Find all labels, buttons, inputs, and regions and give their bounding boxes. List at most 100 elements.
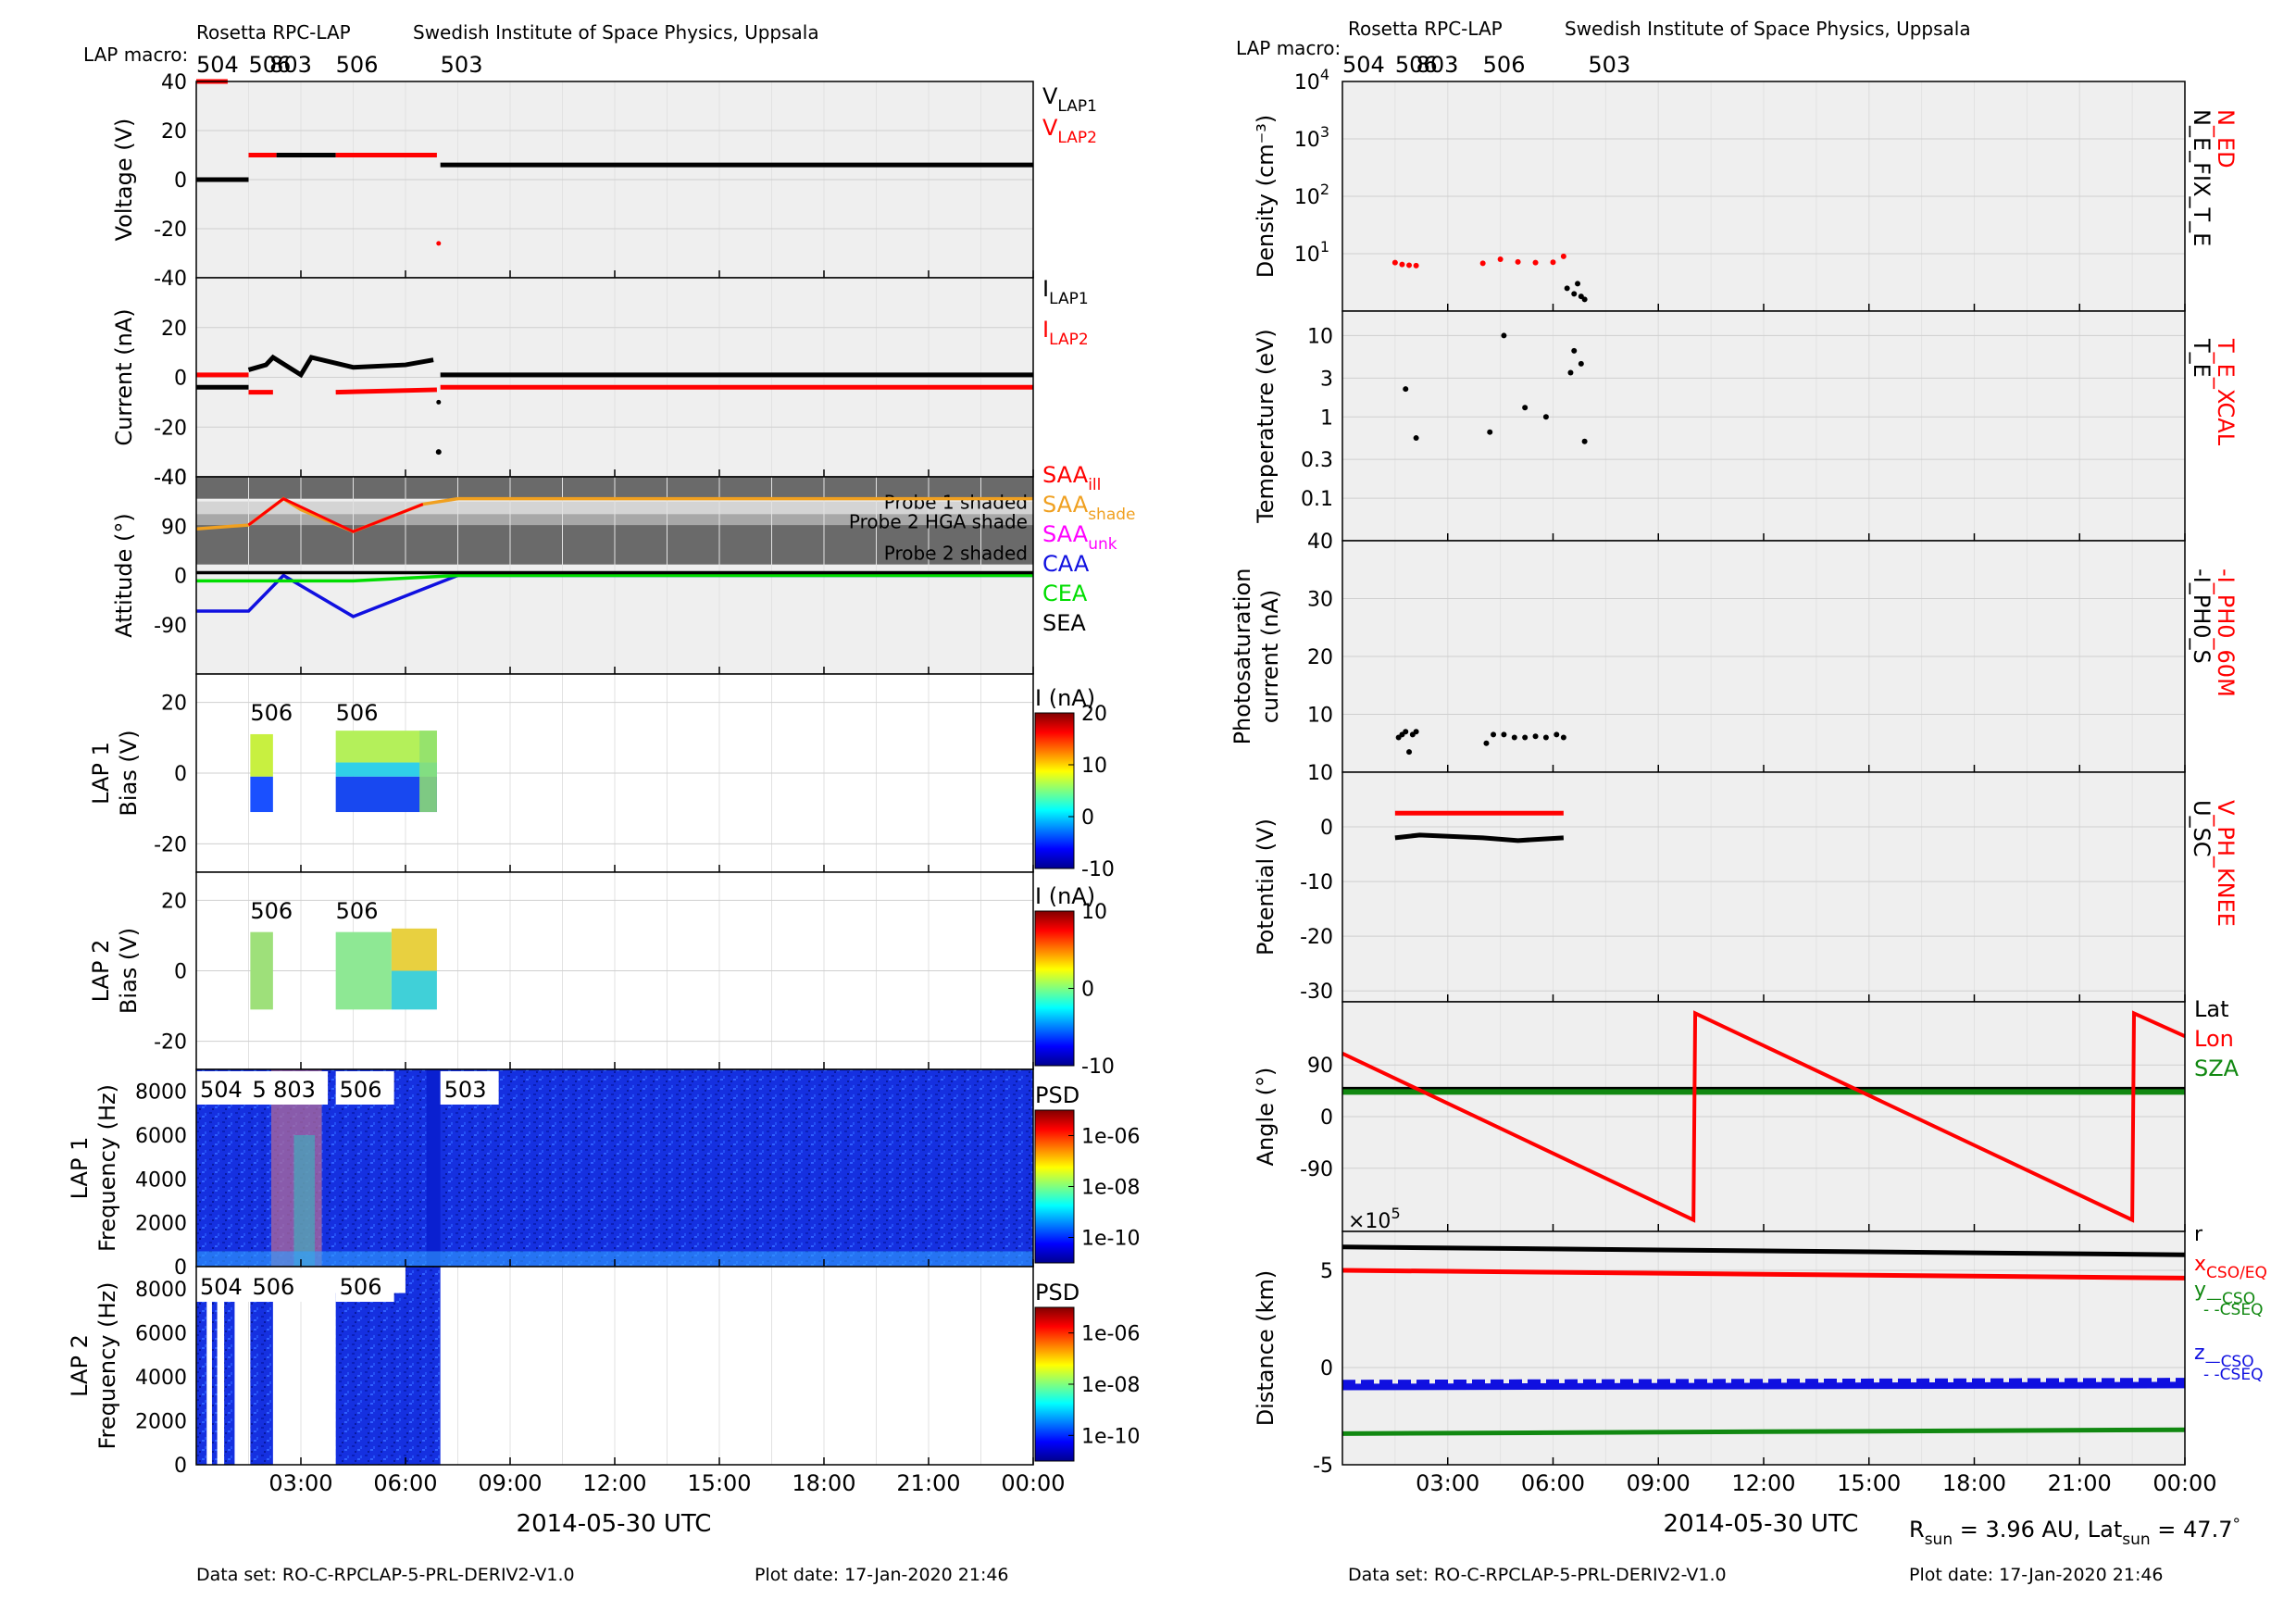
saa-ill-line — [247, 496, 424, 533]
shade-label: Probe 1 shaded — [884, 492, 1028, 514]
x-tick-label: 06:00 — [373, 1470, 437, 1496]
data-point-T_E — [1542, 414, 1549, 420]
legend-entry: T_E_XCAL — [2213, 338, 2239, 446]
data-point-N_ED — [1532, 259, 1539, 266]
y-tick-label: 0 — [174, 566, 187, 589]
colorbar — [1034, 1109, 1075, 1264]
legend-entry: -I_PH0_60M — [2213, 568, 2239, 697]
y-tick-label: 0 — [174, 169, 187, 193]
x-tick-label: 00:00 — [2152, 1470, 2216, 1496]
y-tick-label: 6000 — [135, 1322, 187, 1345]
macro-label: 506 — [336, 898, 379, 924]
lap1-spectrogram-panel: 504 5 803 506 503 0 2000 4000 6000 8000 LAP 1 Frequ… — [67, 1068, 1140, 1280]
tick-base: 10 — [1294, 129, 1320, 152]
macro-label: 803 — [269, 52, 312, 78]
y-tick-label: 0 — [1320, 1106, 1333, 1130]
colorbar-tick-label: -10 — [1081, 1056, 1115, 1079]
tick-exponent: 1 — [1320, 238, 1329, 256]
y-tick-label: 0 — [174, 1256, 187, 1280]
y-tick-label: -10 — [1300, 871, 1333, 894]
x-tick-label: 21:00 — [896, 1470, 960, 1496]
legend-entry: -I_PH0_S — [2189, 568, 2215, 664]
rsun-symbol: R — [1909, 1517, 1925, 1543]
colorbar-tick-label: 20 — [1081, 703, 1107, 726]
macro-label: 506 — [250, 898, 293, 924]
colorbar-tick-label: 10 — [1081, 901, 1107, 924]
heatmap-cell — [250, 931, 273, 1010]
y-tick-label: 90 — [161, 516, 187, 539]
data-point-N_E_FIX_T_E — [1564, 285, 1570, 292]
data-point--I_PH0_S — [1413, 729, 1419, 735]
data-point-T_E — [1413, 435, 1419, 442]
y-tick-label: 8000 — [135, 1081, 187, 1105]
macro-label: 506 — [336, 700, 379, 726]
y-tick-label: -40 — [154, 467, 187, 490]
y-tick-label: 3 — [1320, 368, 1333, 391]
legend-entry: y—CSO — [2194, 1279, 2255, 1308]
data-point-N_E_FIX_T_E — [1575, 281, 1581, 287]
rsun-value: = 3.96 AU, Lat — [1953, 1517, 2122, 1543]
data-point-T_E — [1571, 347, 1578, 354]
data-point-T_E — [1578, 360, 1584, 367]
y-tick-label: 30 — [1307, 589, 1333, 612]
colorbar-label: PSD — [1035, 1082, 1079, 1108]
y-axis-label: current (nA) — [1257, 590, 1283, 724]
y-tick-label: 20 — [161, 120, 187, 144]
y-tick-label: -40 — [154, 467, 187, 490]
y-tick-label: 4000 — [135, 1367, 187, 1390]
data-point-T_E — [1487, 429, 1493, 435]
macro-label: 506 — [336, 52, 379, 78]
y-tick-label: 1 — [1320, 406, 1333, 430]
legend-text: V — [1042, 115, 1058, 141]
legend-subscript: - -CSEQ — [2203, 1366, 2263, 1384]
data-point-N_ED — [1406, 262, 1413, 269]
footer-dataset-right: Data set: RO-C-RPCLAP-5-PRL-DERIV2-V1.0 — [1348, 1565, 1727, 1585]
data-point-N_ED — [1550, 259, 1556, 266]
time-axis-label-left: 2014-05-30 UTC — [517, 1510, 712, 1538]
heatmap-cell — [250, 776, 273, 813]
y-tick-label: 6000 — [135, 1125, 187, 1148]
y-tick-label: 20 — [161, 890, 187, 913]
colorbar — [1034, 1306, 1075, 1462]
data-point--I_PH0_S — [1554, 731, 1560, 738]
legend-text: SAA — [1042, 462, 1089, 488]
time-axis-label-right: 2014-05-30 UTC — [1664, 1510, 1859, 1538]
y-axis-label: Frequency (Hz) — [94, 1084, 120, 1252]
macro-label-right: LAP macro: — [1236, 37, 1341, 59]
y-axis-label: Distance (km) — [1253, 1270, 1279, 1427]
scale-factor: ×105 — [1348, 1205, 1401, 1233]
y-axis-label: Bias (V) — [116, 928, 142, 1014]
angle-panel: -90 0 90 Angle (°) Lat Lon SZA — [1253, 996, 2240, 1232]
data-point--I_PH0_S — [1532, 733, 1539, 740]
y-axis-label: Voltage (V) — [111, 119, 137, 242]
series-line-r — [1341, 1244, 2186, 1257]
header-instrument-right: Rosetta RPC-LAP — [1348, 18, 1503, 40]
colorbar-tick-label: 0 — [1081, 979, 1094, 1002]
data-point-N_ED — [1479, 260, 1486, 267]
legend-entry: - -CSEQ — [2203, 1366, 2263, 1384]
x-tick-label: 06:00 — [1521, 1470, 1585, 1496]
heatmap-cell — [391, 928, 437, 971]
distance-panel: -5 0 5 03:00 06:00 09:00 12:00 15:00 18:00 21:00 0… — [1253, 1205, 2267, 1496]
data-point-N_ED — [1399, 261, 1405, 268]
shade-label: Probe 2 shaded — [884, 543, 1028, 565]
data-point-N_E_FIX_T_E — [1581, 296, 1588, 303]
colorbar-tick-label: 1e-08 — [1081, 1374, 1140, 1397]
data-point-N_ED — [1497, 256, 1504, 263]
legend-entry: T_E — [2189, 338, 2215, 378]
data-point-T_E — [1522, 405, 1529, 411]
spectrogram-block — [250, 1293, 273, 1465]
data-point-T_E — [1581, 438, 1588, 444]
colorbar-tick-label: -10 — [1081, 858, 1115, 881]
data-point-T_E — [1501, 332, 1507, 339]
y-axis-label: Density (cm⁻³) — [1253, 115, 1279, 278]
macro-label: 503 — [441, 52, 483, 78]
y-axis-label: Photosaturation — [1229, 568, 1255, 745]
rsun-sub: sun — [1925, 1530, 1953, 1549]
legend-subscript: unk — [1088, 535, 1117, 554]
macro-label: 503 — [444, 1077, 487, 1103]
data-point-N_ED — [1391, 259, 1398, 266]
